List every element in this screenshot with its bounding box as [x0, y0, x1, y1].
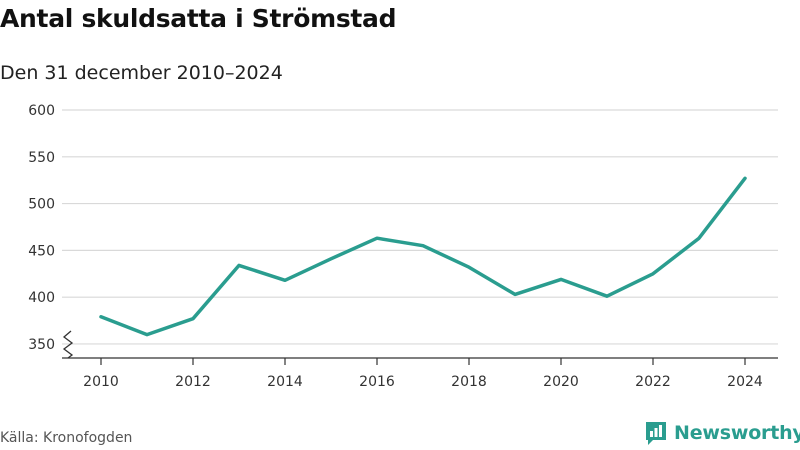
- series-group: [99, 176, 747, 337]
- x-tick-label: 2014: [267, 374, 303, 390]
- y-tick-label: 500: [28, 197, 55, 213]
- y-axis-labels: 350 400 450 500 550 600: [28, 103, 55, 353]
- x-tick-label: 2010: [83, 374, 119, 390]
- source-note: Källa: Kronofogden: [0, 430, 133, 446]
- gridlines: [62, 109, 778, 345]
- x-tick-label: 2024: [727, 374, 763, 390]
- x-tick-label: 2022: [635, 374, 671, 390]
- x-axis: 2010 2012 2014 2016 2018 2020 2022 2024: [62, 330, 778, 390]
- newsworthy-logo-icon: [646, 422, 666, 445]
- y-tick-label: 450: [28, 243, 55, 259]
- chart-subtitle: Den 31 december 2010–2024: [0, 62, 283, 84]
- x-tick-label: 2018: [451, 374, 487, 390]
- x-tick-label: 2012: [175, 374, 211, 390]
- series-line-0: [99, 176, 747, 337]
- chart-title: Antal skuldsatta i Strömstad: [0, 4, 397, 33]
- x-tick-label: 2020: [543, 374, 579, 390]
- brand-name: Newsworthy: [674, 422, 800, 444]
- axis-break-icon: [62, 330, 74, 359]
- y-tick-label: 600: [28, 103, 55, 119]
- brand-logo: Newsworthy: [644, 420, 800, 446]
- y-tick-label: 350: [28, 337, 55, 353]
- y-tick-label: 550: [28, 150, 55, 166]
- x-tick-label: 2016: [359, 374, 395, 390]
- y-tick-label: 400: [28, 290, 55, 306]
